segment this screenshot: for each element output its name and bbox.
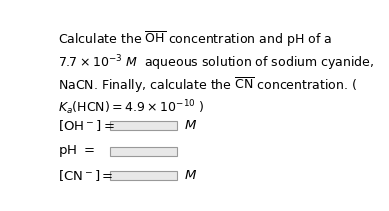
Text: Calculate the $\overline{\mathrm{OH}}$ concentration and pH of a: Calculate the $\overline{\mathrm{OH}}$ c… xyxy=(58,30,332,49)
FancyBboxPatch shape xyxy=(110,147,177,156)
Text: $7.7 \times 10^{-3}$ $M$  aqueous solution of sodium cyanide,: $7.7 \times 10^{-3}$ $M$ aqueous solutio… xyxy=(58,53,374,73)
Text: $K_a\mathrm{(HCN)} = 4.9 \times 10^{-10}$ ): $K_a\mathrm{(HCN)} = 4.9 \times 10^{-10}… xyxy=(58,98,204,117)
Text: $[\mathrm{OH}^-] =$: $[\mathrm{OH}^-] =$ xyxy=(58,118,114,133)
Text: NaCN. Finally, calculate the $\overline{\mathrm{CN}}$ concentration. (: NaCN. Finally, calculate the $\overline{… xyxy=(58,76,357,95)
Text: $M$: $M$ xyxy=(184,169,197,182)
FancyBboxPatch shape xyxy=(110,121,177,130)
Text: $M$: $M$ xyxy=(184,119,197,132)
Text: pH $=$: pH $=$ xyxy=(58,143,95,159)
FancyBboxPatch shape xyxy=(110,171,177,180)
Text: $[\mathrm{CN}^-] =$: $[\mathrm{CN}^-] =$ xyxy=(58,168,113,183)
